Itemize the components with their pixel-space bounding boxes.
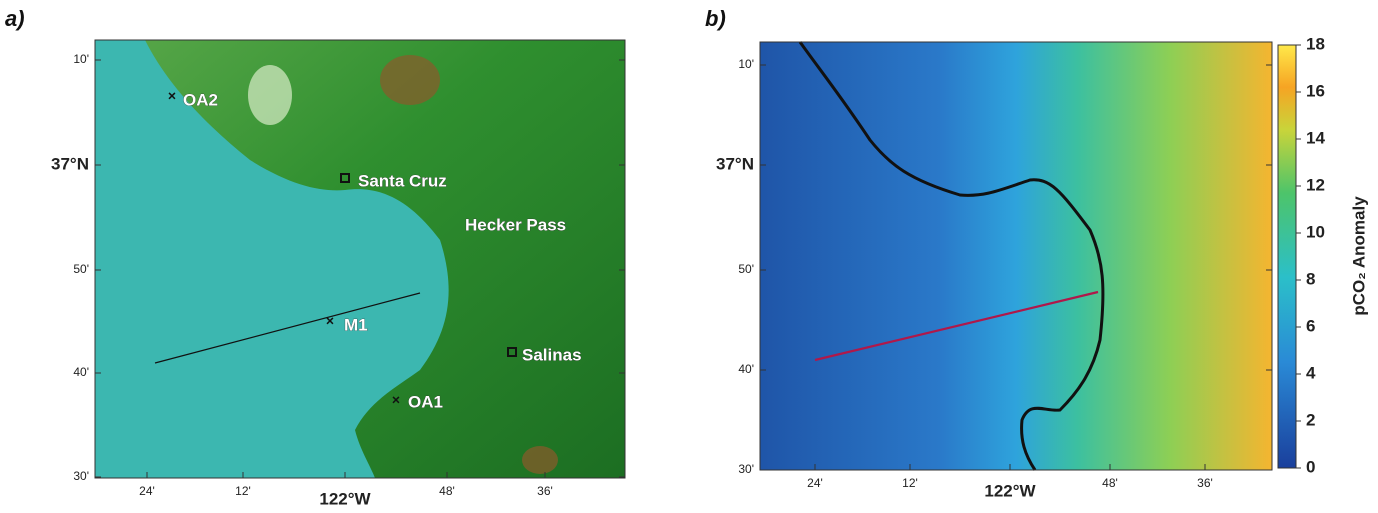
colorbar-tick-label: 14 xyxy=(1306,128,1325,147)
y-tick-label: 30' xyxy=(73,469,89,483)
colorbar-tick-label: 10 xyxy=(1306,222,1325,241)
panel-label: a) xyxy=(5,6,25,31)
y-tick-label: 10' xyxy=(73,52,89,66)
x-tick-label: 36' xyxy=(537,484,553,498)
place-label: Hecker Pass xyxy=(465,215,566,234)
colorbar-tick-label: 18 xyxy=(1306,34,1325,53)
place-label: Salinas xyxy=(522,345,582,364)
x-tick-label: 122°W xyxy=(319,489,371,508)
place-label: M1 xyxy=(344,315,368,334)
marker: × xyxy=(168,88,176,104)
x-tick-label: 12' xyxy=(902,476,918,490)
marker: × xyxy=(392,392,400,408)
colorbar-tick-label: 8 xyxy=(1306,269,1315,288)
colorbar-tick-label: 16 xyxy=(1306,81,1325,100)
place-label: Santa Cruz xyxy=(358,171,447,190)
y-tick-label: 37°N xyxy=(716,154,754,173)
y-tick-label: 50' xyxy=(73,262,89,276)
marker: × xyxy=(326,313,334,329)
y-tick-label: 50' xyxy=(738,262,754,276)
map-a: a) xyxy=(5,6,625,478)
x-tick-label: 48' xyxy=(1102,476,1118,490)
y-tick-label: 40' xyxy=(73,365,89,379)
y-tick-label: 10' xyxy=(738,57,754,71)
map-b: b) xyxy=(705,6,1272,470)
colorbar-tick-label: 12 xyxy=(1306,175,1325,194)
x-tick-label: 122°W xyxy=(984,481,1036,500)
relief xyxy=(380,55,440,105)
x-tick-label: 36' xyxy=(1197,476,1213,490)
x-tick-label: 12' xyxy=(235,484,251,498)
panel-label: b) xyxy=(705,6,726,31)
y-tick-label: 40' xyxy=(738,362,754,376)
place-label: OA1 xyxy=(408,392,443,411)
relief xyxy=(522,446,558,474)
figure: a) b) pCO₂ Anomaly 24' 12' 122°W 48' 36' 10' 3… xyxy=(0,0,1378,513)
x-tick-label: 24' xyxy=(139,484,155,498)
colorbar-tick-label: 4 xyxy=(1306,363,1316,382)
relief xyxy=(248,65,292,125)
y-tick-label: 37°N xyxy=(51,154,89,173)
y-tick-label: 30' xyxy=(738,462,754,476)
anomaly-field xyxy=(760,42,1272,470)
colorbar xyxy=(1278,45,1296,468)
x-tick-label: 48' xyxy=(439,484,455,498)
colorbar-tick-label: 0 xyxy=(1306,457,1315,476)
colorbar-tick-label: 2 xyxy=(1306,410,1315,429)
place-label: OA2 xyxy=(183,90,218,109)
colorbar-label: pCO₂ Anomaly xyxy=(1349,196,1368,316)
x-tick-label: 24' xyxy=(807,476,823,490)
colorbar-tick-label: 6 xyxy=(1306,316,1315,335)
